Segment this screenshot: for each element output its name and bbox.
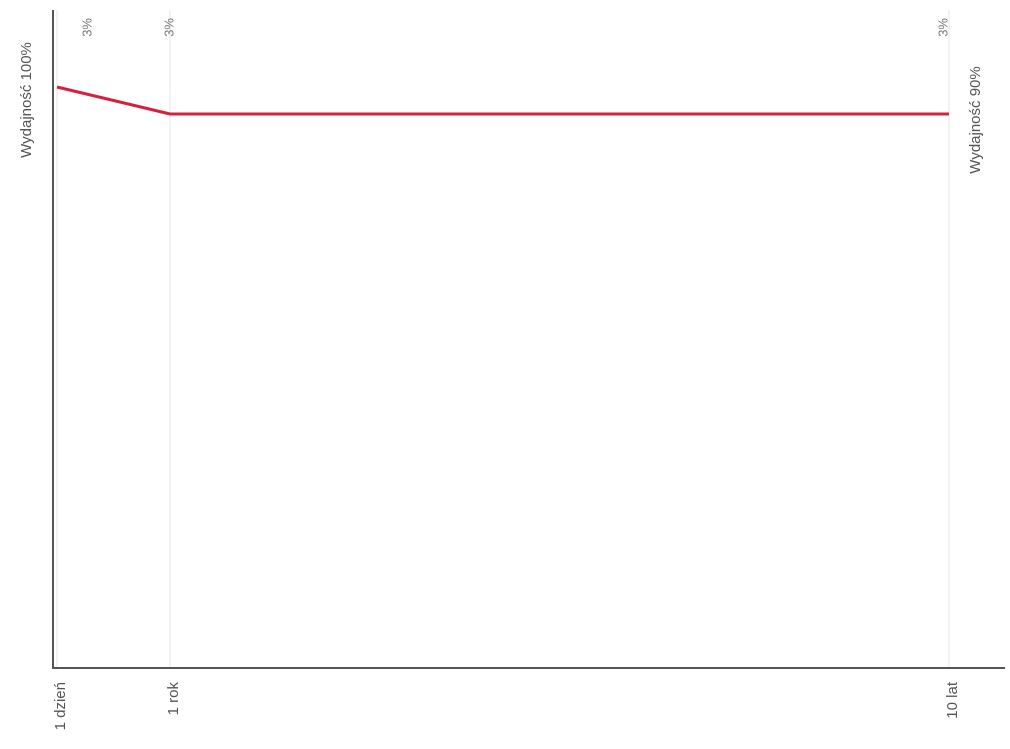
top-label-0: 3% <box>79 18 94 37</box>
x-tick-labels: 1 dzień 1 rok 10 lat <box>52 681 961 730</box>
series-layer <box>57 87 949 114</box>
gridlines <box>57 10 949 668</box>
end-annotation: Wydajność 90% <box>967 66 984 173</box>
top-labels: 3% 3% 3% <box>79 18 950 37</box>
series-line-0 <box>57 87 949 114</box>
x-tick-label-2: 10 lat <box>944 681 961 719</box>
top-label-2: 3% <box>935 18 950 37</box>
x-tick-label-1: 1 rok <box>165 682 182 716</box>
start-annotation: Wydajność 100% <box>18 42 35 158</box>
x-tick-label-0: 1 dzień <box>52 682 69 730</box>
top-label-1: 3% <box>161 18 176 37</box>
